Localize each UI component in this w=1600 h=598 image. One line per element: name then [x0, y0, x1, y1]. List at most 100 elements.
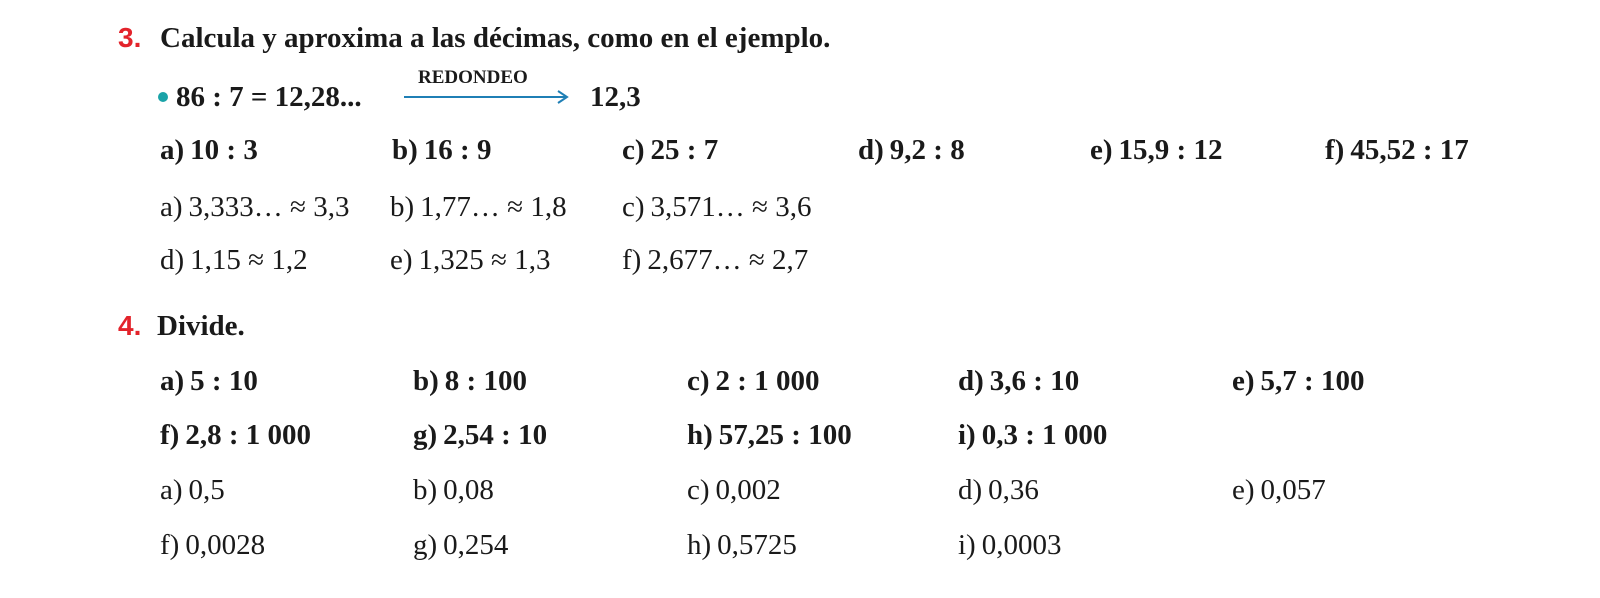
answer-letter: c)	[622, 191, 645, 223]
item-text: 15,9 : 12	[1118, 134, 1223, 166]
answer: a) 0,5	[160, 473, 225, 507]
answer: e) 0,057	[1232, 473, 1326, 507]
item: d) 3,6 : 10	[958, 364, 1079, 398]
answer-letter: b)	[413, 474, 438, 506]
answer-text: 1,77… ≈ 1,8	[420, 191, 567, 223]
item-text: 5,7 : 100	[1260, 365, 1365, 397]
item: d) 9,2 : 8	[858, 133, 965, 167]
item: f) 45,52 : 17	[1325, 133, 1469, 167]
answer-letter: a)	[160, 191, 183, 223]
arrow-label: REDONDEO	[418, 67, 528, 88]
answer-text: 0,36	[988, 474, 1039, 506]
answer-text: 0,5725	[717, 529, 797, 561]
answer-text: 1,15 ≈ 1,2	[190, 244, 308, 276]
item-letter: b)	[413, 365, 439, 397]
answer: d) 0,36	[958, 473, 1039, 507]
answer: c) 0,002	[687, 473, 781, 507]
answer: c) 3,571… ≈ 3,6	[622, 190, 811, 224]
answer: i) 0,0003	[958, 528, 1061, 562]
item-letter: d)	[858, 134, 884, 166]
answer-text: 0,0028	[185, 529, 266, 561]
item: f) 2,8 : 1 000	[160, 418, 311, 452]
answer-letter: f)	[160, 529, 180, 561]
item-text: 2,8 : 1 000	[185, 419, 311, 451]
bullet	[158, 92, 168, 102]
item-text: 0,3 : 1 000	[981, 419, 1108, 451]
example-expression: 86 : 7 = 12,28...	[176, 81, 362, 113]
item: b) 8 : 100	[413, 364, 527, 398]
answer: b) 0,08	[413, 473, 494, 507]
answer-letter: i)	[958, 529, 976, 561]
item-text: 3,6 : 10	[989, 365, 1080, 397]
answer-text: 3,333… ≈ 3,3	[188, 191, 350, 223]
answer-letter: e)	[1232, 474, 1255, 506]
answer-letter: a)	[160, 474, 183, 506]
answer-text: 0,0003	[981, 529, 1062, 561]
item-letter: c)	[687, 365, 710, 397]
item-text: 8 : 100	[444, 365, 527, 397]
answer: d) 1,15 ≈ 1,2	[160, 243, 308, 277]
exercise-title: Divide.	[157, 310, 245, 342]
answer-text: 2,677… ≈ 2,7	[647, 244, 809, 276]
answer: e) 1,325 ≈ 1,3	[390, 243, 550, 277]
answer-text: 0,254	[443, 529, 509, 561]
item-letter: g)	[413, 419, 438, 451]
item: a) 10 : 3	[160, 133, 258, 167]
answer-text: 1,325 ≈ 1,3	[418, 244, 551, 276]
item-text: 5 : 10	[190, 365, 258, 397]
item-letter: a)	[160, 365, 185, 397]
answer-letter: g)	[413, 529, 438, 561]
item-letter: b)	[392, 134, 418, 166]
answer-letter: h)	[687, 529, 712, 561]
answer-letter: c)	[687, 474, 710, 506]
item: c) 25 : 7	[622, 133, 718, 167]
answer-text: 0,5	[188, 474, 225, 506]
exercise-title: Calcula y aproxima a las décimas, como e…	[160, 22, 831, 54]
item-letter: e)	[1090, 134, 1113, 166]
item: b) 16 : 9	[392, 133, 491, 167]
answer: b) 1,77… ≈ 1,8	[390, 190, 567, 224]
item-letter: h)	[687, 419, 713, 451]
exercise-number: 4.	[118, 310, 142, 341]
answer-letter: d)	[160, 244, 185, 276]
item-text: 25 : 7	[650, 134, 719, 166]
item: i) 0,3 : 1 000	[958, 418, 1107, 452]
item-letter: e)	[1232, 365, 1255, 397]
arrow-head	[557, 90, 569, 104]
item-letter: f)	[1325, 134, 1345, 166]
answer: f) 0,0028	[160, 528, 265, 562]
item: h) 57,25 : 100	[687, 418, 852, 452]
item-letter: a)	[160, 134, 185, 166]
answer-letter: f)	[622, 244, 642, 276]
item-letter: c)	[622, 134, 645, 166]
answer-text: 0,002	[715, 474, 781, 506]
item-text: 9,2 : 8	[889, 134, 965, 166]
item-letter: d)	[958, 365, 984, 397]
item-text: 2 : 1 000	[715, 365, 820, 397]
answer: h) 0,5725	[687, 528, 797, 562]
item: e) 15,9 : 12	[1090, 133, 1222, 167]
answer-text: 3,571… ≈ 3,6	[650, 191, 812, 223]
answer: a) 3,333… ≈ 3,3	[160, 190, 349, 224]
item: c) 2 : 1 000	[687, 364, 819, 398]
item: e) 5,7 : 100	[1232, 364, 1364, 398]
answer-letter: b)	[390, 191, 415, 223]
answer-text: 0,057	[1260, 474, 1326, 506]
item-text: 45,52 : 17	[1350, 134, 1469, 166]
exercise-number: 3.	[118, 22, 142, 53]
item-letter: i)	[958, 419, 976, 451]
answer: g) 0,254	[413, 528, 508, 562]
item-text: 2,54 : 10	[443, 419, 548, 451]
item-text: 10 : 3	[190, 134, 258, 166]
item: a) 5 : 10	[160, 364, 258, 398]
item-text: 16 : 9	[423, 134, 492, 166]
item: g) 2,54 : 10	[413, 418, 547, 452]
answer-letter: e)	[390, 244, 413, 276]
item-text: 57,25 : 100	[718, 419, 852, 451]
example-result: 12,3	[590, 81, 641, 113]
answer-text: 0,08	[443, 474, 494, 506]
item-letter: f)	[160, 419, 180, 451]
answer-letter: d)	[958, 474, 983, 506]
